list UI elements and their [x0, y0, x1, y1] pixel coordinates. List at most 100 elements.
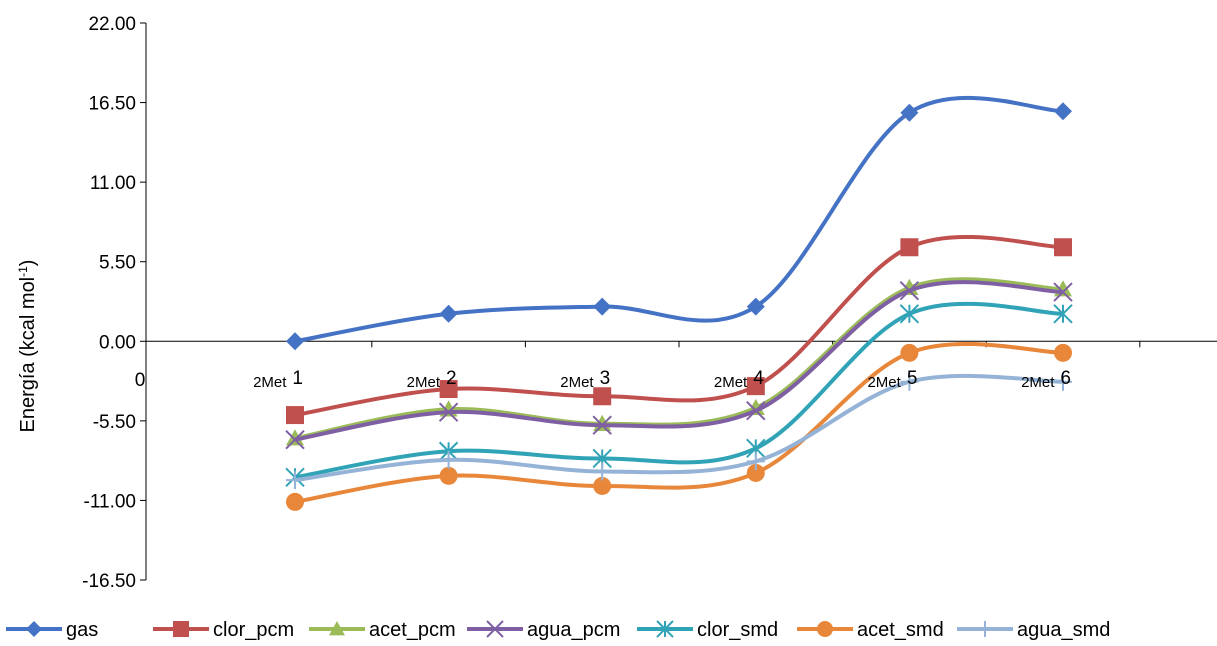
x-category-prefix: 2Met	[1021, 374, 1055, 391]
x-category-prefix: 2Met	[867, 374, 901, 391]
data-point	[746, 452, 765, 471]
data-point	[746, 297, 765, 316]
labels-layer: 22.00 16.50 11.00 5.50 0.00 -5.50 -11.00 -16.50…	[82, 14, 1071, 592]
legend-label: acet_smd	[857, 619, 944, 641]
series-agua_smd	[286, 372, 1072, 490]
x-category-label: 2Met 2	[407, 368, 457, 391]
data-point	[593, 476, 612, 495]
legend-label: agua_smd	[1017, 619, 1110, 641]
y-tick-label: 22.00	[88, 14, 136, 35]
series-gas	[286, 95, 1072, 351]
data-point	[593, 387, 612, 406]
data-point	[746, 401, 766, 421]
data-point	[593, 297, 612, 316]
data-point	[1054, 102, 1072, 121]
x-category-label: 2Met 1	[253, 368, 303, 391]
legend-label: clor_smd	[697, 619, 778, 641]
y-axis-label: Energía (kcal mol-1)	[16, 260, 39, 433]
series-line	[294, 235, 1064, 418]
data-point	[900, 343, 919, 362]
data-point	[900, 238, 919, 257]
x-category-number: 6	[1060, 368, 1071, 389]
x-category-prefix: 2Met	[253, 374, 287, 391]
legend: gas clor_pcm acet_pcm agua_pcm clor_smd acet_…	[6, 619, 1110, 641]
y-axis-title: Energía (kcal mol-1)	[16, 260, 39, 433]
legend-item-acet_smd: acet_smd	[797, 619, 944, 641]
x-category-number: 4	[753, 368, 764, 389]
data-point	[1054, 238, 1072, 257]
y-tick-label: 11.00	[90, 173, 136, 194]
x-category-label: 2Met 3	[560, 368, 610, 391]
legend-swatch-marker	[173, 621, 189, 637]
data-point	[1054, 372, 1072, 391]
series-agua_pcm	[285, 280, 1073, 450]
data-point	[286, 406, 304, 425]
legend-label: gas	[66, 619, 98, 641]
legend-swatch-marker	[329, 621, 345, 636]
legend-item-gas: gas	[6, 619, 98, 641]
y-tick-label: -16.50	[82, 571, 136, 592]
data-point	[286, 332, 304, 351]
x-category-label: 2Met 4	[714, 368, 764, 391]
data-point	[439, 380, 458, 399]
legend-label: clor_pcm	[213, 619, 294, 641]
data-point	[746, 463, 765, 482]
series-line	[294, 373, 1064, 483]
data-point	[439, 466, 458, 485]
x-category-label: 2Met 5	[867, 368, 917, 391]
series-line	[294, 301, 1064, 480]
legend-item-agua_pcm: agua_pcm	[467, 619, 620, 641]
series-line	[294, 280, 1064, 442]
legend-label: acet_pcm	[369, 619, 456, 641]
data-point	[286, 492, 304, 511]
legend-swatch-marker	[656, 620, 674, 638]
series-acet_smd	[286, 342, 1072, 511]
series-layer	[285, 95, 1073, 511]
legend-item-acet_pcm: acet_pcm	[309, 619, 456, 641]
data-point	[1053, 282, 1073, 302]
x-category-number: 1	[292, 368, 303, 389]
series-clor_pcm	[286, 235, 1072, 425]
x-category-number: 2	[446, 368, 457, 389]
x-category-number: 3	[600, 368, 611, 389]
y-tick-label: -11.00	[84, 491, 136, 512]
legend-swatch-marker	[26, 621, 42, 637]
data-point	[1054, 343, 1072, 362]
series-line	[294, 277, 1064, 441]
legend-item-clor_pcm: clor_pcm	[153, 619, 294, 641]
y-tick-label: -5.50	[93, 412, 136, 433]
data-point	[593, 462, 612, 481]
legend-item-agua_smd: agua_smd	[957, 619, 1110, 641]
data-point	[592, 415, 612, 435]
data-point	[286, 429, 304, 446]
legend-item-clor_smd: clor_smd	[637, 619, 778, 641]
x-category-prefix: 2Met	[714, 374, 748, 391]
data-point	[439, 304, 458, 323]
y-tick-label: 16.50	[88, 94, 136, 115]
data-point	[438, 402, 459, 422]
legend-swatch-marker	[977, 621, 993, 637]
data-point	[439, 450, 458, 469]
x-origin-label: 0	[135, 370, 146, 391]
series-line	[294, 342, 1064, 504]
data-point	[900, 103, 919, 122]
x-category-number: 5	[907, 368, 918, 389]
axes	[140, 22, 1217, 581]
data-point	[900, 372, 919, 391]
data-point	[746, 377, 765, 396]
x-category-prefix: 2Met	[407, 374, 441, 391]
y-tick-label: 5.50	[99, 253, 136, 274]
data-point	[285, 429, 305, 450]
legend-label: agua_pcm	[527, 619, 620, 641]
data-point	[1053, 304, 1073, 324]
legend-swatch-marker	[486, 620, 504, 638]
legend-swatch-marker	[817, 621, 833, 637]
data-point	[286, 471, 304, 490]
x-category-prefix: 2Met	[560, 374, 594, 391]
data-point	[899, 304, 920, 324]
y-tick-label: 0.00	[99, 332, 136, 353]
data-point	[899, 280, 920, 301]
x-category-label: 2Met 6	[1021, 368, 1071, 391]
series-clor_smd	[285, 301, 1073, 487]
